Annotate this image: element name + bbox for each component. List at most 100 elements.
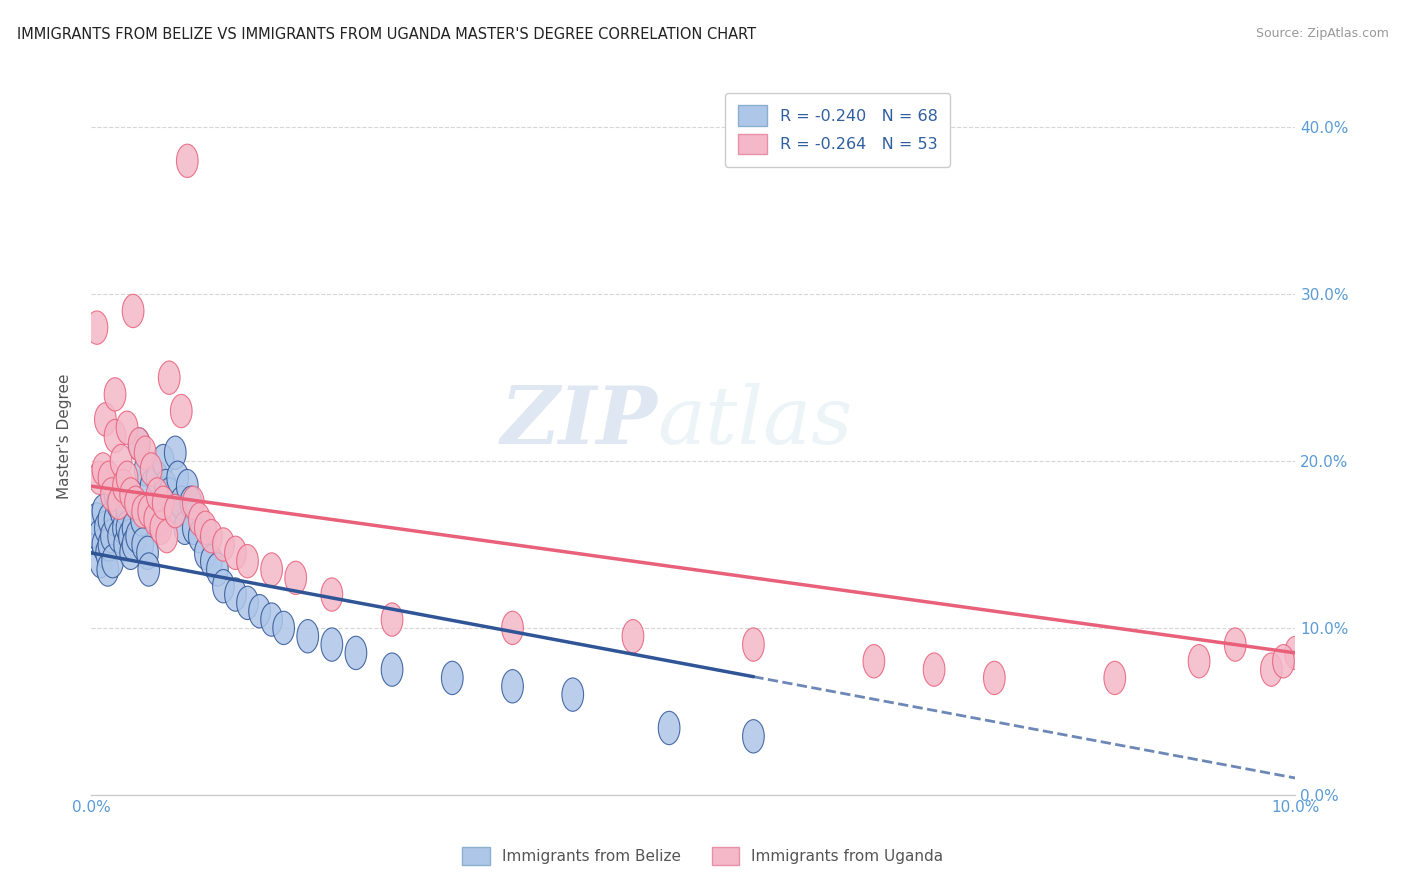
Ellipse shape xyxy=(183,511,204,544)
Ellipse shape xyxy=(194,536,217,569)
Ellipse shape xyxy=(170,394,193,428)
Ellipse shape xyxy=(138,553,160,586)
Ellipse shape xyxy=(89,461,110,494)
Ellipse shape xyxy=(174,511,195,544)
Ellipse shape xyxy=(125,486,146,519)
Ellipse shape xyxy=(117,411,138,444)
Ellipse shape xyxy=(141,469,162,503)
Ellipse shape xyxy=(110,494,132,528)
Ellipse shape xyxy=(236,586,259,620)
Ellipse shape xyxy=(143,503,166,536)
Ellipse shape xyxy=(502,611,523,645)
Ellipse shape xyxy=(104,503,127,536)
Ellipse shape xyxy=(285,561,307,595)
Ellipse shape xyxy=(135,453,156,486)
Ellipse shape xyxy=(742,720,765,753)
Ellipse shape xyxy=(108,519,129,553)
Ellipse shape xyxy=(381,603,404,636)
Ellipse shape xyxy=(117,511,138,544)
Ellipse shape xyxy=(159,361,180,394)
Ellipse shape xyxy=(1188,645,1211,678)
Ellipse shape xyxy=(167,461,188,494)
Ellipse shape xyxy=(562,678,583,711)
Ellipse shape xyxy=(117,494,138,528)
Ellipse shape xyxy=(112,469,135,503)
Ellipse shape xyxy=(143,494,165,528)
Ellipse shape xyxy=(86,503,108,536)
Ellipse shape xyxy=(188,519,209,553)
Ellipse shape xyxy=(176,145,198,178)
Y-axis label: Master's Degree: Master's Degree xyxy=(58,374,72,499)
Ellipse shape xyxy=(983,661,1005,695)
Ellipse shape xyxy=(188,503,209,536)
Ellipse shape xyxy=(183,486,204,519)
Ellipse shape xyxy=(212,528,235,561)
Ellipse shape xyxy=(138,494,160,528)
Ellipse shape xyxy=(742,628,765,661)
Ellipse shape xyxy=(260,553,283,586)
Ellipse shape xyxy=(1272,645,1295,678)
Text: IMMIGRANTS FROM BELIZE VS IMMIGRANTS FROM UGANDA MASTER'S DEGREE CORRELATION CHA: IMMIGRANTS FROM BELIZE VS IMMIGRANTS FRO… xyxy=(17,27,756,42)
Ellipse shape xyxy=(260,603,283,636)
Ellipse shape xyxy=(180,486,201,519)
Ellipse shape xyxy=(110,469,132,503)
Ellipse shape xyxy=(1225,628,1246,661)
Ellipse shape xyxy=(86,311,108,344)
Ellipse shape xyxy=(273,611,294,645)
Ellipse shape xyxy=(141,453,162,486)
Ellipse shape xyxy=(1104,661,1126,695)
Ellipse shape xyxy=(110,444,132,478)
Ellipse shape xyxy=(1285,636,1306,670)
Ellipse shape xyxy=(162,494,184,528)
Ellipse shape xyxy=(621,620,644,653)
Ellipse shape xyxy=(225,536,246,569)
Ellipse shape xyxy=(135,436,156,469)
Ellipse shape xyxy=(194,511,217,544)
Ellipse shape xyxy=(104,377,127,411)
Ellipse shape xyxy=(101,478,122,511)
Ellipse shape xyxy=(94,402,117,436)
Ellipse shape xyxy=(96,536,118,569)
Ellipse shape xyxy=(321,628,343,661)
Ellipse shape xyxy=(321,578,343,611)
Ellipse shape xyxy=(155,469,176,503)
Ellipse shape xyxy=(98,461,120,494)
Ellipse shape xyxy=(120,478,142,511)
Ellipse shape xyxy=(117,461,138,494)
Ellipse shape xyxy=(132,494,153,528)
Ellipse shape xyxy=(125,486,146,519)
Ellipse shape xyxy=(136,536,159,569)
Ellipse shape xyxy=(658,711,681,745)
Ellipse shape xyxy=(98,528,120,561)
Ellipse shape xyxy=(93,494,114,528)
Ellipse shape xyxy=(122,511,143,544)
Ellipse shape xyxy=(127,519,148,553)
Ellipse shape xyxy=(118,519,141,553)
Ellipse shape xyxy=(132,528,153,561)
Ellipse shape xyxy=(165,494,186,528)
Ellipse shape xyxy=(152,486,174,519)
Ellipse shape xyxy=(108,486,129,519)
Ellipse shape xyxy=(201,519,222,553)
Ellipse shape xyxy=(924,653,945,686)
Ellipse shape xyxy=(104,478,127,511)
Ellipse shape xyxy=(146,478,169,511)
Ellipse shape xyxy=(150,511,172,544)
Ellipse shape xyxy=(93,528,114,561)
Ellipse shape xyxy=(128,428,150,461)
Ellipse shape xyxy=(156,519,177,553)
Ellipse shape xyxy=(128,428,150,461)
Ellipse shape xyxy=(863,645,884,678)
Ellipse shape xyxy=(146,461,169,494)
Text: ZIP: ZIP xyxy=(501,383,657,460)
Ellipse shape xyxy=(122,528,143,561)
Ellipse shape xyxy=(201,544,222,578)
Legend: Immigrants from Belize, Immigrants from Uganda: Immigrants from Belize, Immigrants from … xyxy=(457,841,949,871)
Ellipse shape xyxy=(344,636,367,670)
Ellipse shape xyxy=(131,503,152,536)
Ellipse shape xyxy=(441,661,463,695)
Ellipse shape xyxy=(165,436,186,469)
Ellipse shape xyxy=(236,544,259,578)
Ellipse shape xyxy=(112,511,135,544)
Ellipse shape xyxy=(98,503,120,536)
